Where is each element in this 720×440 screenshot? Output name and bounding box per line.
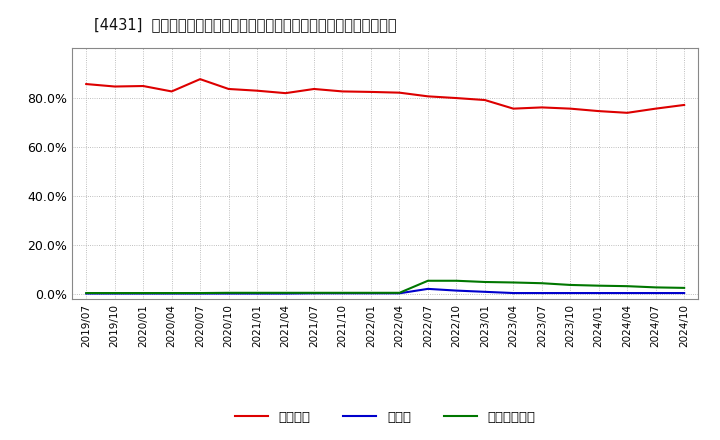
自己資本 <box>509 106 518 111</box>
のれん <box>310 291 318 296</box>
繰延税金資産 <box>310 290 318 295</box>
自己資本 <box>167 89 176 94</box>
のれん <box>110 291 119 296</box>
繰延税金資産 <box>509 280 518 285</box>
のれん <box>537 290 546 296</box>
のれん <box>623 290 631 296</box>
繰延税金資産 <box>395 290 404 295</box>
自己資本 <box>338 89 347 94</box>
自己資本 <box>595 108 603 114</box>
のれん <box>338 291 347 296</box>
繰延税金資産 <box>537 281 546 286</box>
自己資本 <box>452 95 461 101</box>
繰延税金資産 <box>338 290 347 295</box>
自己資本 <box>652 106 660 111</box>
自己資本 <box>196 77 204 82</box>
のれん <box>680 290 688 296</box>
繰延税金資産 <box>652 285 660 290</box>
繰延税金資産 <box>139 290 148 296</box>
繰延税金資産 <box>225 290 233 295</box>
のれん <box>82 291 91 296</box>
繰延税金資産 <box>566 282 575 288</box>
のれん <box>595 290 603 296</box>
繰延税金資産 <box>366 290 375 295</box>
自己資本 <box>110 84 119 89</box>
自己資本 <box>82 81 91 87</box>
自己資本 <box>480 97 489 103</box>
繰延税金資産 <box>452 278 461 283</box>
繰延税金資産 <box>480 279 489 285</box>
自己資本 <box>537 105 546 110</box>
のれん <box>167 291 176 296</box>
繰延税金資産 <box>110 290 119 296</box>
のれん <box>652 290 660 296</box>
繰延税金資産 <box>423 278 432 283</box>
のれん <box>196 291 204 296</box>
繰延税金資産 <box>167 290 176 296</box>
繰延税金資産 <box>680 285 688 290</box>
のれん <box>423 286 432 292</box>
のれん <box>139 291 148 296</box>
のれん <box>253 291 261 296</box>
のれん <box>225 291 233 296</box>
自己資本 <box>680 103 688 108</box>
自己資本 <box>253 88 261 93</box>
自己資本 <box>139 83 148 88</box>
繰延税金資産 <box>623 283 631 289</box>
自己資本 <box>423 94 432 99</box>
自己資本 <box>566 106 575 111</box>
のれん <box>452 288 461 293</box>
のれん <box>480 289 489 294</box>
繰延税金資産 <box>595 283 603 288</box>
Legend: 自己資本, のれん, 繰延税金資産: 自己資本, のれん, 繰延税金資産 <box>235 411 536 424</box>
繰延税金資産 <box>282 290 290 295</box>
自己資本 <box>395 90 404 95</box>
繰延税金資産 <box>196 290 204 296</box>
Text: [4431]  自己資本、のれん、繰延税金資産の総資産に対する比率の推移: [4431] 自己資本、のれん、繰延税金資産の総資産に対する比率の推移 <box>94 18 396 33</box>
のれん <box>395 291 404 296</box>
自己資本 <box>366 89 375 95</box>
自己資本 <box>282 91 290 96</box>
繰延税金資産 <box>82 290 91 296</box>
のれん <box>366 291 375 296</box>
繰延税金資産 <box>253 290 261 295</box>
自己資本 <box>225 86 233 92</box>
のれん <box>282 291 290 296</box>
Line: のれん: のれん <box>86 289 684 293</box>
のれん <box>566 290 575 296</box>
のれん <box>509 290 518 296</box>
自己資本 <box>623 110 631 115</box>
Line: 繰延税金資産: 繰延税金資産 <box>86 281 684 293</box>
Line: 自己資本: 自己資本 <box>86 79 684 113</box>
自己資本 <box>310 86 318 92</box>
